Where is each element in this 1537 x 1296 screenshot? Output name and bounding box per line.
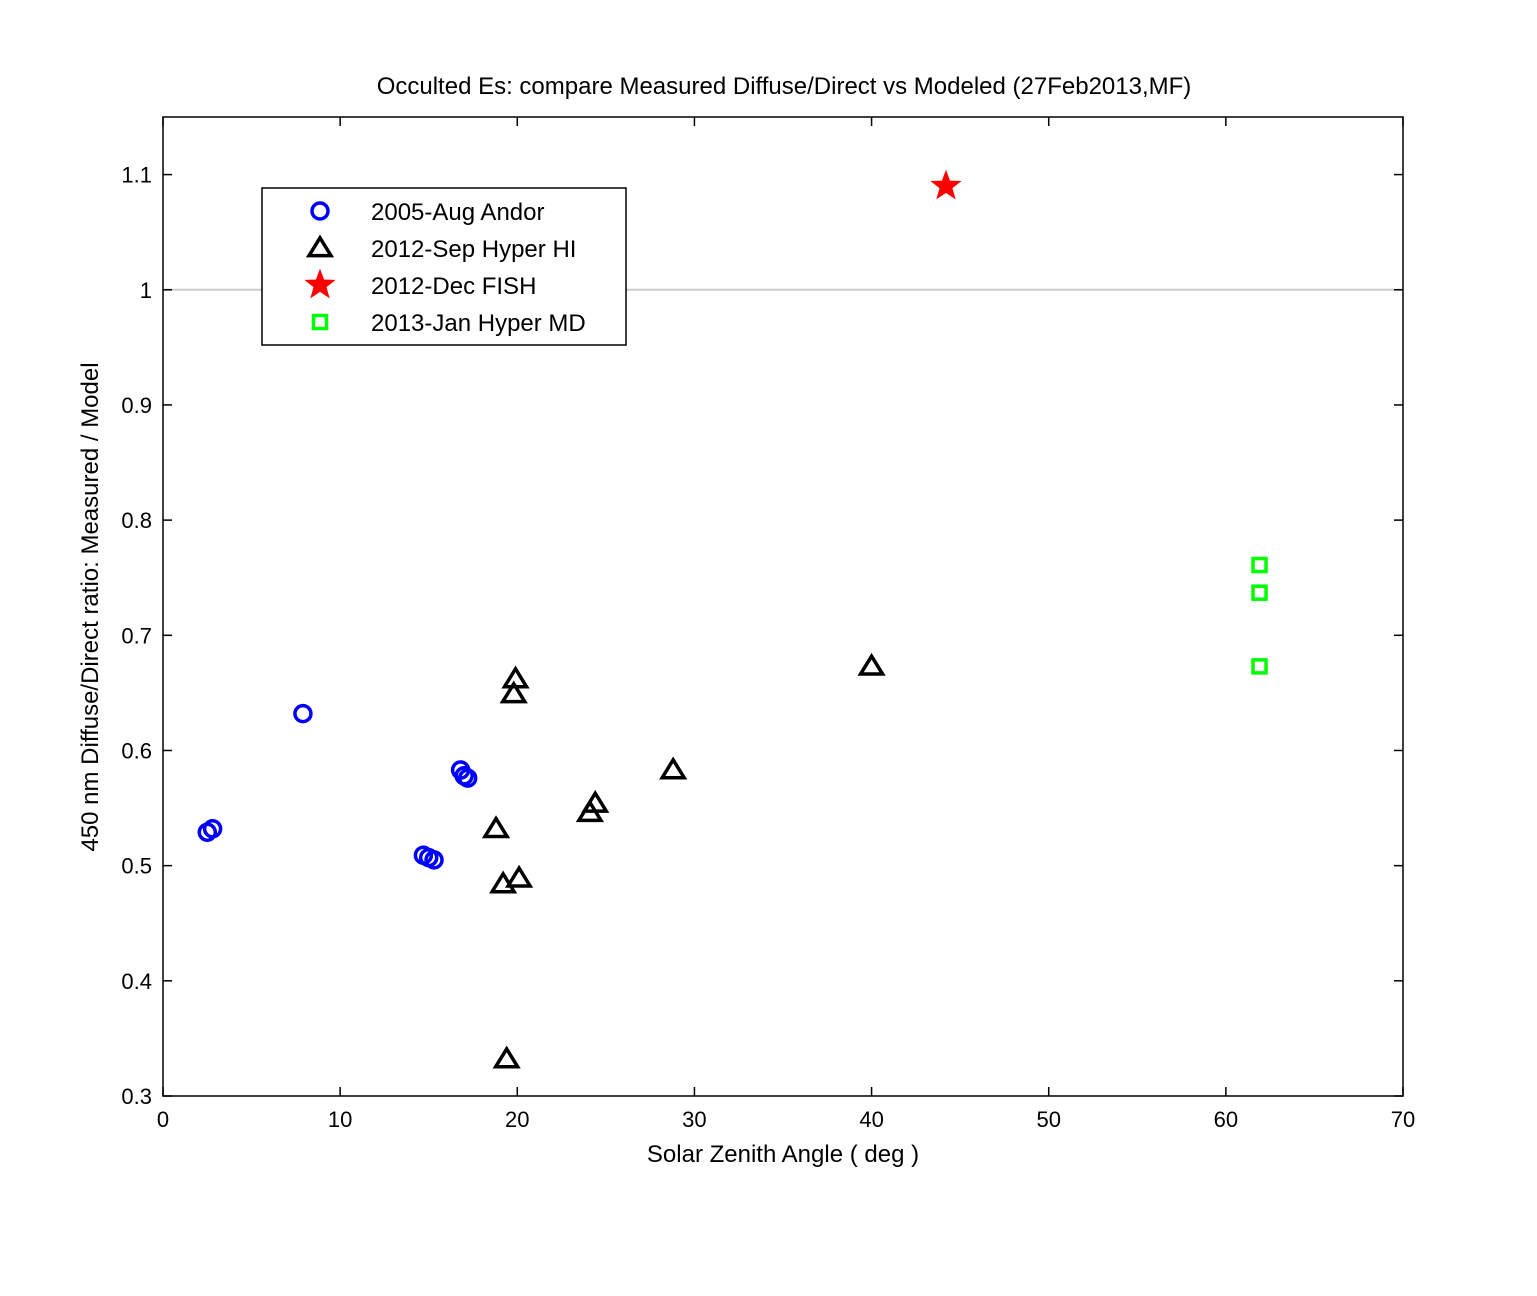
x-tick-label: 70: [1391, 1107, 1415, 1132]
square-point: [1251, 658, 1268, 675]
square-point: [1251, 556, 1268, 574]
y-tick-label: 1: [140, 278, 152, 303]
legend-star-icon: [304, 268, 336, 299]
y-tick-label: 0.5: [121, 854, 152, 879]
legend-label: 2005-Aug Andor: [371, 199, 544, 226]
data-points: [197, 169, 1268, 1069]
chart-title: Occulted Es: compare Measured Diffuse/Di…: [377, 73, 1192, 100]
legend-square-icon: [311, 313, 329, 331]
legend-triangle-icon: [305, 234, 335, 258]
legend: 2005-Aug Andor 2012-Sep Hyper HI 2012-Dec …: [261, 187, 627, 346]
star-point: [930, 169, 962, 200]
legend-label: 2013-Jan Hyper MD: [371, 310, 586, 337]
axis-tick-labels: 0 10 20 30 40 50 60 70 0.3 0.4 0.5 0.6 0.7 0.8 0.9 1 1.1: [121, 163, 1415, 1132]
square-point: [1251, 584, 1268, 601]
triangle-point: [504, 864, 534, 888]
triangle-point: [499, 680, 528, 704]
triangle-point: [492, 1045, 521, 1069]
triangle-point: [575, 799, 605, 823]
legend-label: 2012-Dec FISH: [371, 273, 536, 300]
y-axis-label: 450 nm Diffuse/Direct ratio: Measured / …: [77, 362, 104, 851]
y-tick-label: 0.4: [121, 969, 152, 994]
triangle-point: [481, 815, 511, 839]
x-tick-label: 40: [859, 1107, 883, 1132]
triangle-point: [857, 652, 886, 676]
legend-box: [261, 187, 627, 346]
circle-point: [424, 850, 444, 870]
x-axis-label: Solar Zenith Angle ( deg ): [647, 1141, 919, 1168]
x-tick-label: 50: [1036, 1107, 1060, 1132]
legend-label: 2012-Sep Hyper HI: [371, 236, 576, 263]
y-tick-label: 0.3: [121, 1084, 152, 1109]
legend-circle-icon: [310, 201, 330, 221]
triangle-point: [659, 756, 688, 780]
circle-point: [293, 703, 313, 724]
y-tick-label: 0.9: [121, 393, 152, 418]
y-tick-label: 0.8: [121, 508, 152, 533]
circle-point: [202, 819, 223, 839]
x-tick-label: 30: [682, 1107, 706, 1132]
plot-frame: [162, 116, 1404, 1097]
y-tick-label: 1.1: [121, 163, 152, 188]
x-tick-label: 20: [505, 1107, 529, 1132]
y-tick-label: 0.7: [121, 623, 152, 648]
y-tick-label: 0.6: [121, 738, 152, 763]
x-tick-label: 10: [328, 1107, 352, 1132]
x-tick-label: 60: [1214, 1107, 1238, 1132]
circle-point: [457, 768, 478, 788]
x-tick-label: 0: [157, 1107, 169, 1132]
